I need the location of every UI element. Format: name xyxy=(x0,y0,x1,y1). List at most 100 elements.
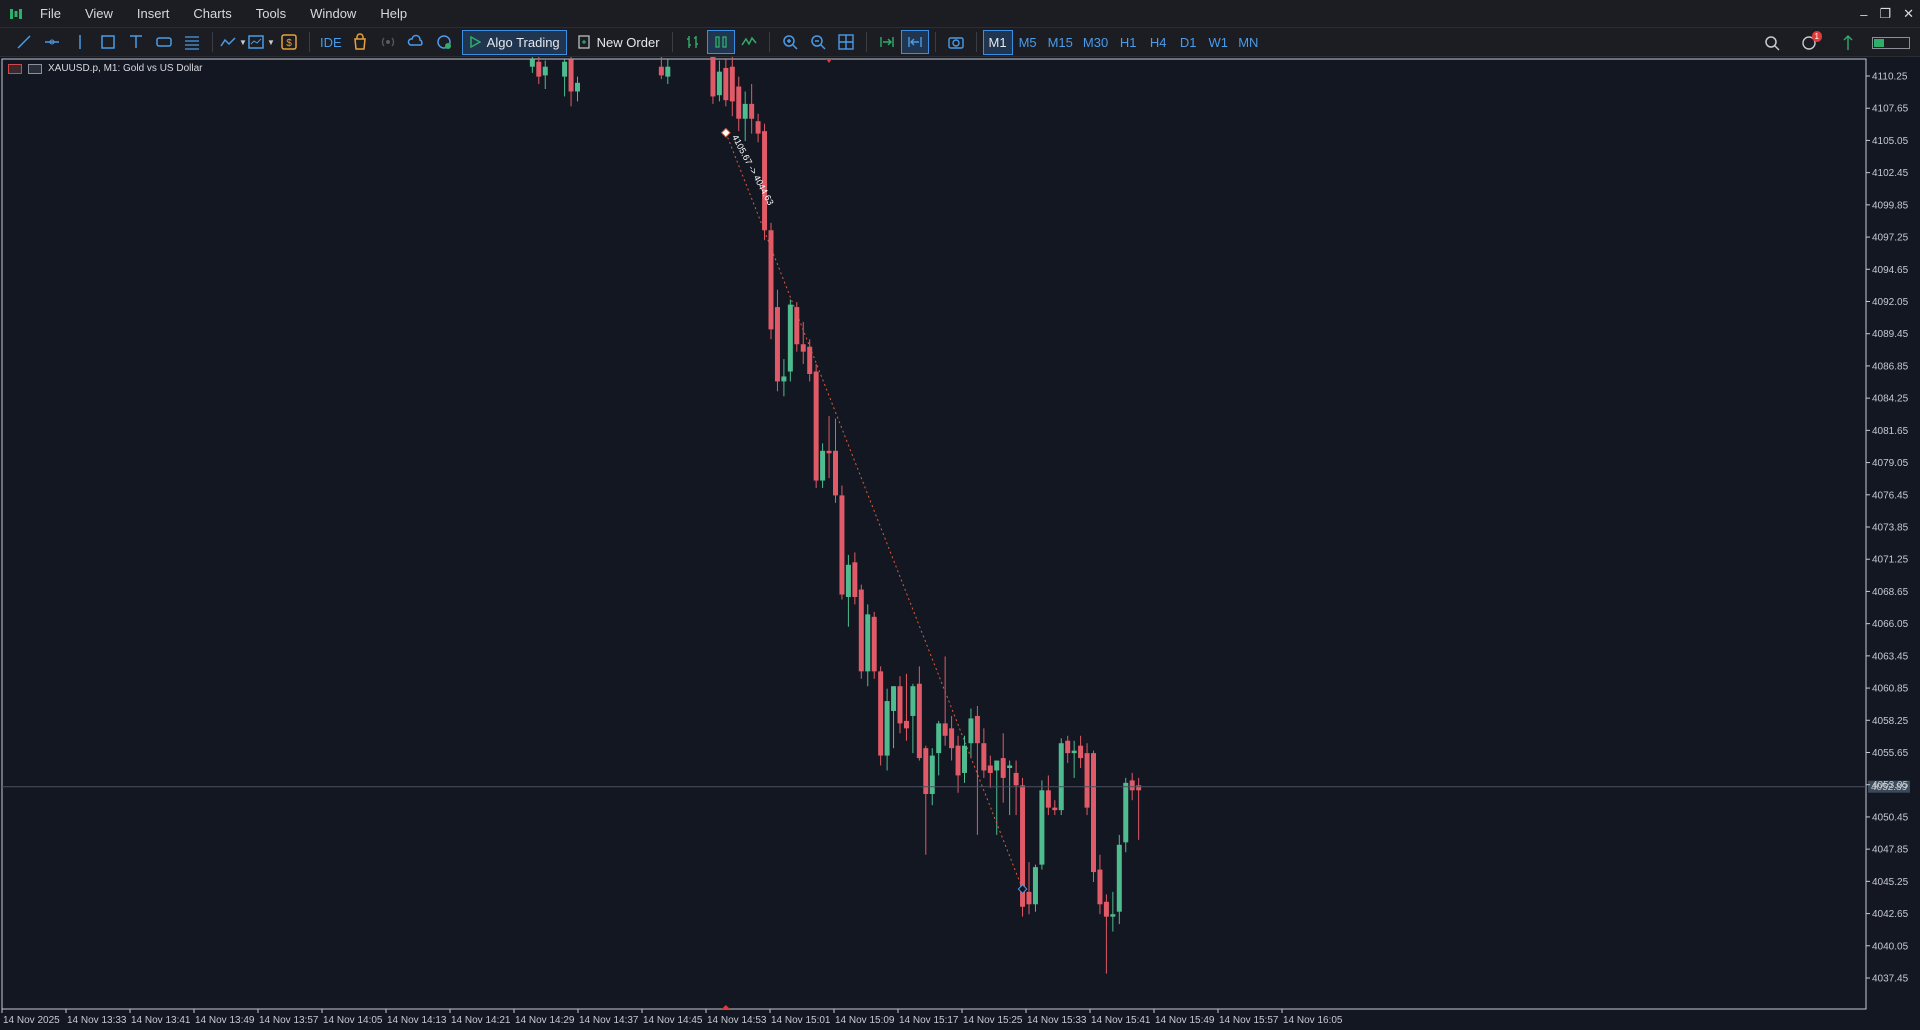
timeframe-m30[interactable]: M30 xyxy=(1082,34,1109,50)
chart-title: XAUUSD.p, M1: Gold vs US Dollar xyxy=(8,63,203,74)
timeframe-m1[interactable]: M1 xyxy=(982,29,1013,55)
search-icon xyxy=(1765,35,1780,51)
play-icon xyxy=(469,36,481,48)
bar-chart-button[interactable] xyxy=(679,30,707,54)
menu-file[interactable]: File xyxy=(40,5,61,21)
candle-body xyxy=(1123,782,1129,843)
bull-candle xyxy=(575,76,580,102)
bull-candle xyxy=(529,57,535,73)
bear-candle xyxy=(897,676,903,734)
menu-charts[interactable]: Charts xyxy=(193,5,232,21)
vertical-line-button[interactable] xyxy=(66,30,94,54)
bull-candle xyxy=(1116,834,1122,925)
bull-candle xyxy=(910,683,916,754)
menu-help[interactable]: Help xyxy=(380,5,408,21)
y-tick-label: 4105.05 xyxy=(1872,136,1909,147)
community-button[interactable] xyxy=(430,30,458,54)
timeframe-h4[interactable]: H4 xyxy=(1149,34,1167,50)
timeframe-m5[interactable]: M5 xyxy=(1018,34,1037,50)
y-tick-label: 4076.45 xyxy=(1872,490,1909,501)
rectangle-tool-button[interactable] xyxy=(94,30,122,54)
trendline-icon xyxy=(17,35,31,49)
trendline-tool-button[interactable] xyxy=(10,30,38,54)
menu-view[interactable]: View xyxy=(84,5,113,21)
menu-insert[interactable]: Insert xyxy=(136,5,170,21)
x-tick-label: 14 Nov 15:01 xyxy=(771,1015,831,1026)
candle-body xyxy=(575,82,580,92)
candle-body xyxy=(916,683,922,759)
text-tool-button[interactable] xyxy=(122,30,150,54)
zoom-out-button[interactable] xyxy=(804,30,832,54)
minimize-button[interactable]: – xyxy=(1860,6,1868,22)
y-tick-label: 4099.85 xyxy=(1872,200,1909,211)
bear-candle xyxy=(1052,800,1058,816)
timeframe-d1[interactable]: D1 xyxy=(1179,34,1197,50)
label-tool-button[interactable] xyxy=(150,30,178,54)
zoom-in-button[interactable] xyxy=(776,30,804,54)
trendline xyxy=(725,132,1024,890)
auto-scroll-button[interactable] xyxy=(873,30,901,54)
market-button[interactable]: $ xyxy=(275,30,303,54)
bear-candle xyxy=(768,222,774,340)
horizontal-line-button[interactable] xyxy=(38,30,66,54)
bull-candle xyxy=(962,735,967,783)
candle-body xyxy=(529,59,535,67)
bear-candle xyxy=(903,673,909,741)
grid-icon xyxy=(837,34,854,50)
notifications-button[interactable]: 1 xyxy=(1796,30,1824,55)
bear-candle xyxy=(974,706,980,835)
new-order-button[interactable]: New Order xyxy=(571,30,666,55)
search-button[interactable] xyxy=(1758,31,1786,55)
restore-button[interactable]: ❐ xyxy=(1879,6,1892,21)
candle-body xyxy=(865,614,871,672)
dollar-icon: $ xyxy=(281,34,297,50)
plot-border xyxy=(1,58,1867,1010)
timeframe-m15[interactable]: M15 xyxy=(1047,34,1073,50)
bear-candle xyxy=(923,745,929,855)
candlestick-chart-button[interactable] xyxy=(706,30,735,54)
candle-body xyxy=(1078,745,1084,759)
candle-body xyxy=(1058,743,1064,811)
algo-trading-button[interactable]: Algo Trading xyxy=(461,29,567,55)
timeframe-h1[interactable]: H1 xyxy=(1119,34,1137,50)
x-tick-label: 14 Nov 15:09 xyxy=(835,1015,895,1026)
menu-window[interactable]: Window xyxy=(310,5,357,21)
line-chart-button[interactable] xyxy=(735,30,763,54)
bear-candle xyxy=(916,666,922,761)
fibonacci-tool-button[interactable] xyxy=(178,30,206,54)
signals-button[interactable] xyxy=(374,30,402,54)
bear-candle xyxy=(794,302,800,352)
y-tick-label: 4053.05 xyxy=(1872,780,1909,791)
toolbar-separator xyxy=(865,32,867,52)
ide-button[interactable]: IDE xyxy=(320,34,342,50)
price-chart[interactable]: 4052.89 4105.67 -> 4044.63 4110.25 4107.65… xyxy=(0,57,1920,1030)
candle-body xyxy=(1026,891,1032,905)
vps-button[interactable] xyxy=(402,30,430,54)
tile-windows-button[interactable] xyxy=(832,30,860,54)
screenshot-button[interactable] xyxy=(942,30,970,54)
bull-candle xyxy=(929,748,935,806)
candle-body xyxy=(1071,750,1077,754)
indicators-button[interactable]: ▼ xyxy=(219,30,247,54)
timeframe-mn[interactable]: MN xyxy=(1238,34,1259,50)
y-tick-label: 4079.05 xyxy=(1872,458,1909,469)
chart-shift-button[interactable] xyxy=(900,30,929,54)
close-button[interactable]: ✕ xyxy=(1903,6,1914,21)
chart-area[interactable]: 4052.89 4105.67 -> 4044.63 4110.25 4107.65… xyxy=(0,57,1920,1030)
menu-tools[interactable]: Tools xyxy=(255,5,287,21)
candle-body xyxy=(1052,807,1058,811)
cloud-icon xyxy=(407,34,423,46)
timeframe-w1[interactable]: W1 xyxy=(1208,34,1228,50)
rectangle-icon xyxy=(101,35,115,49)
candle-body xyxy=(1136,785,1142,791)
shopping-bag-button[interactable] xyxy=(346,30,374,54)
bear-candle xyxy=(749,84,755,134)
templates-button[interactable]: ▼ xyxy=(247,30,275,54)
y-tick-label: 4058.25 xyxy=(1872,716,1909,727)
candle-body xyxy=(755,121,761,134)
candle-body xyxy=(1110,914,1116,917)
candle-body xyxy=(568,59,574,92)
bull-candle xyxy=(845,554,851,627)
candle-body xyxy=(878,671,884,756)
app-logo-icon xyxy=(4,0,28,28)
